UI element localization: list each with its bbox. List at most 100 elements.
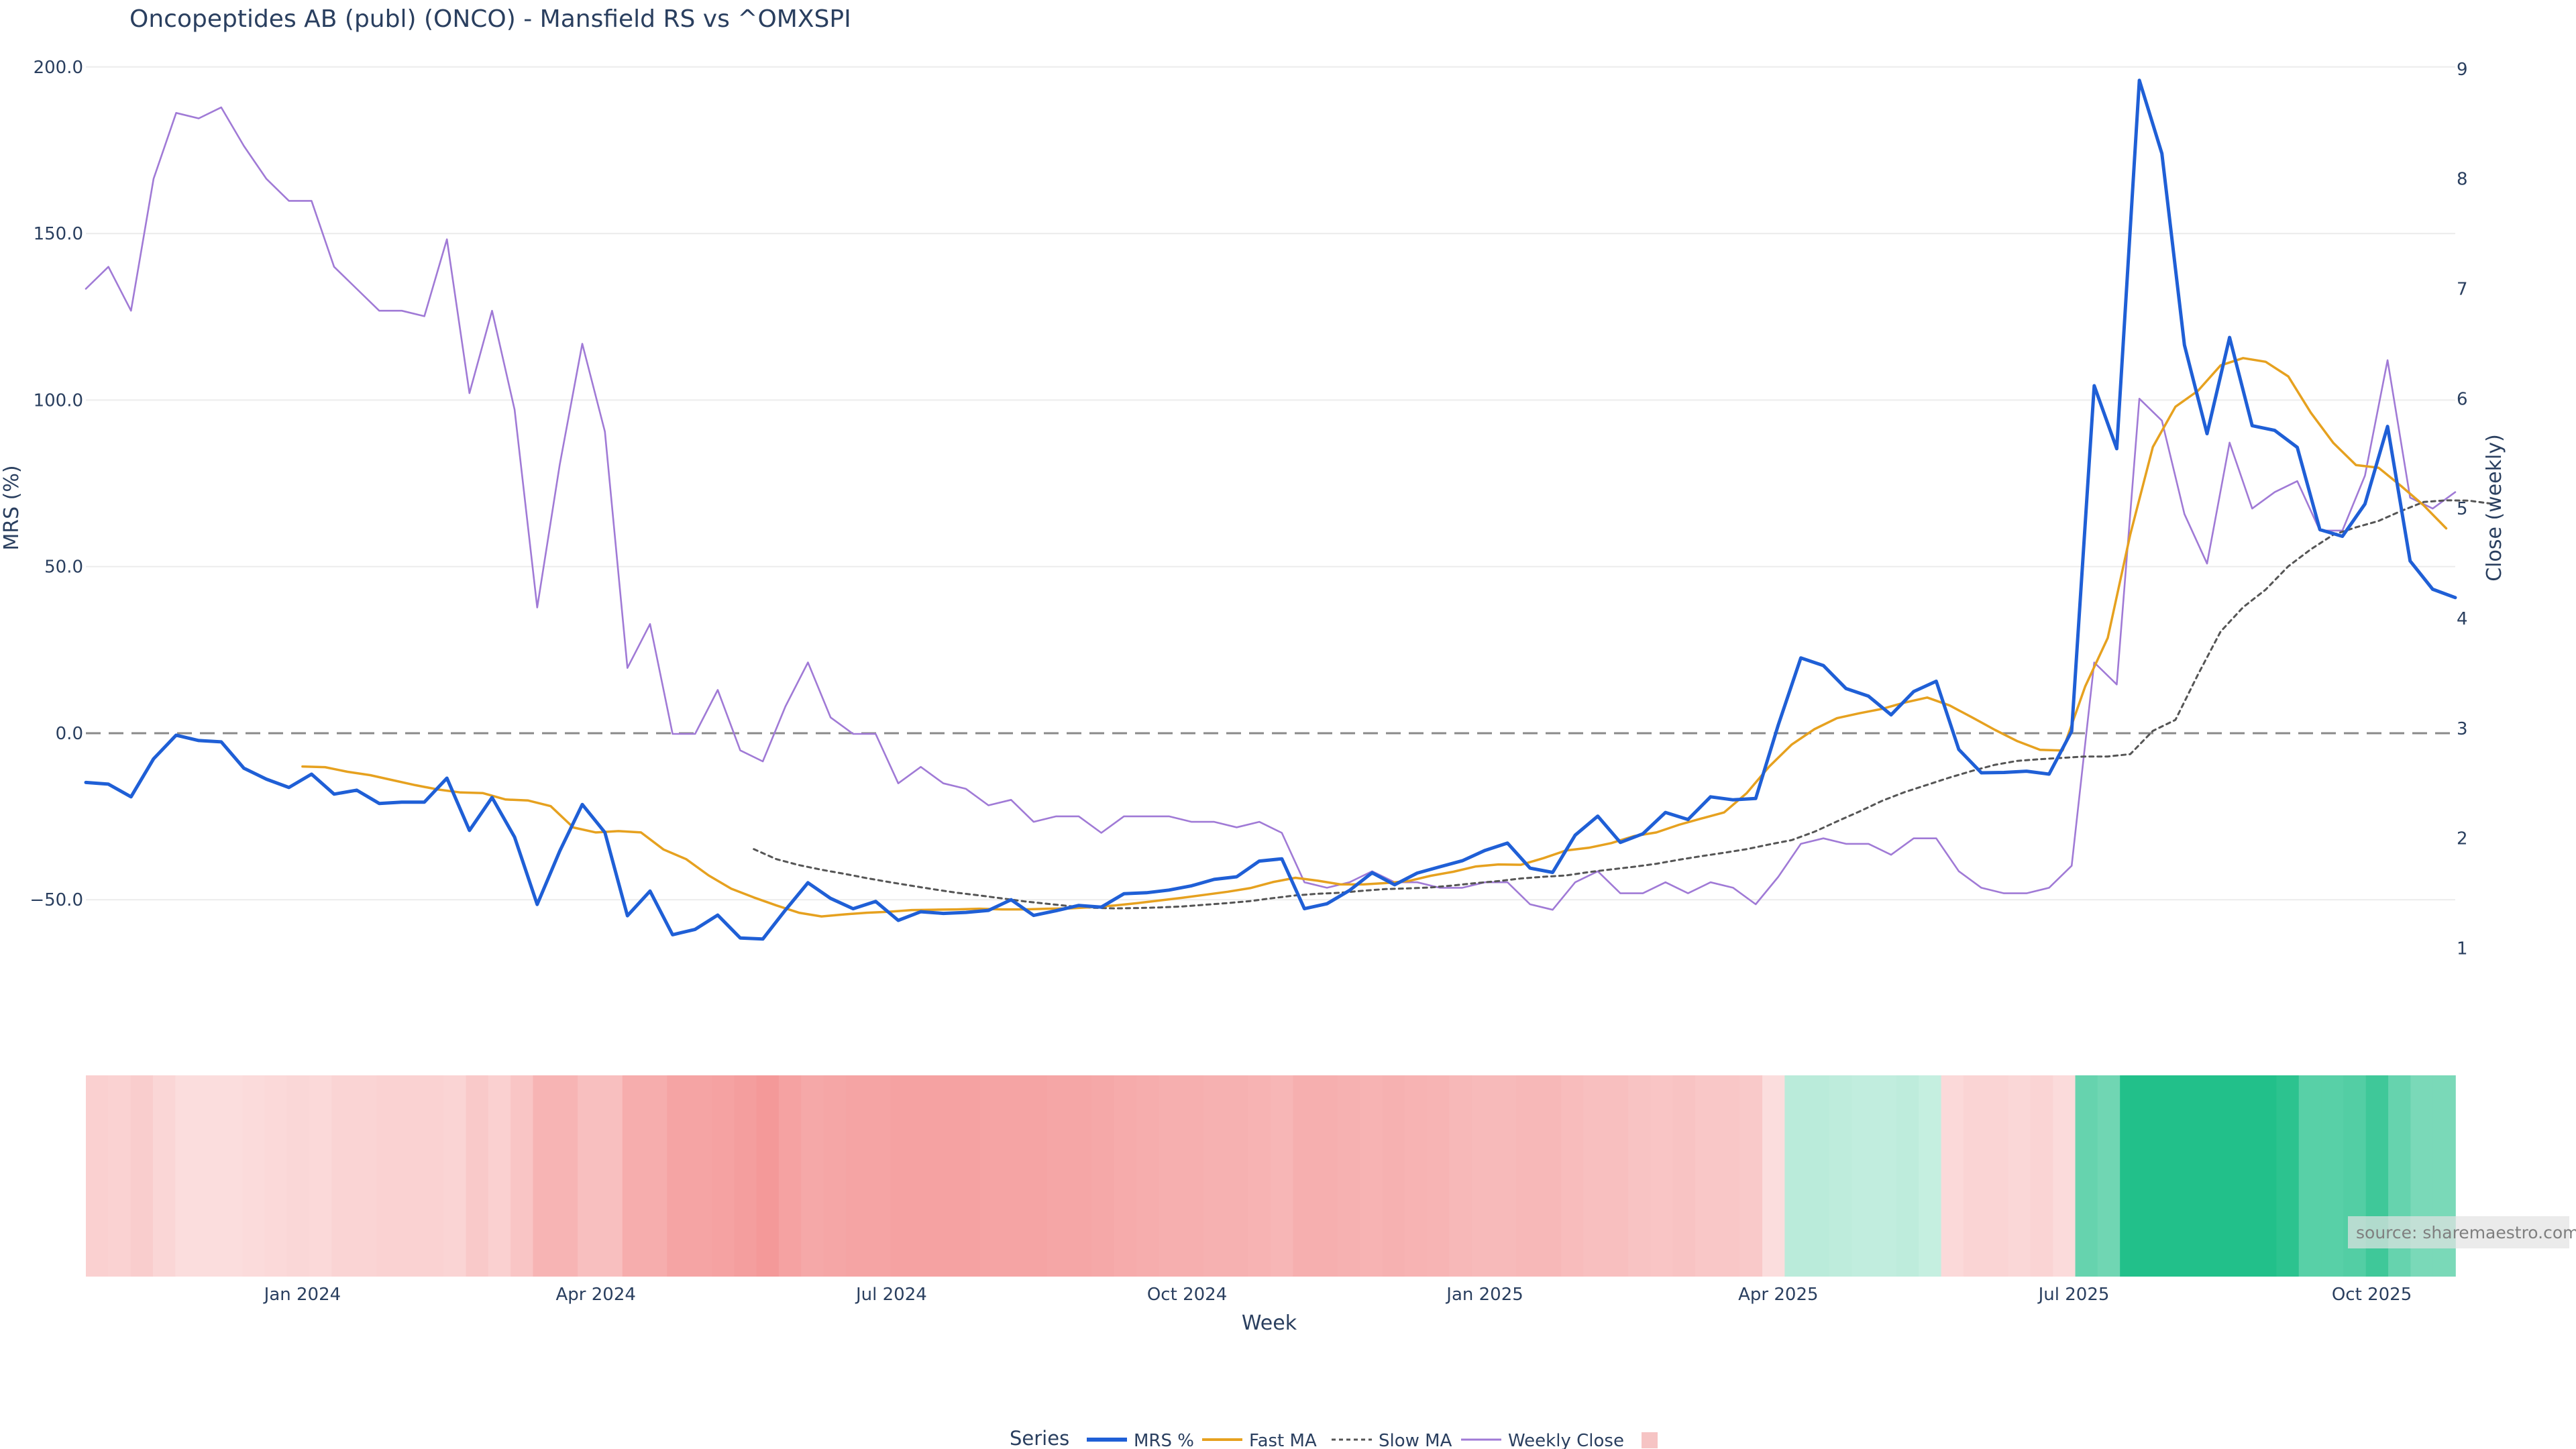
right-tick-label: 1	[2457, 939, 2468, 959]
left-tick-label: −50.0	[30, 890, 83, 910]
heatmap-cell	[1784, 1075, 1808, 1277]
heatmap-cell	[912, 1075, 936, 1277]
heatmap-cell	[1046, 1075, 1070, 1277]
heatmap-cell	[1650, 1075, 1674, 1277]
left-tick-label: 150.0	[34, 224, 83, 244]
heatmap-cell	[331, 1075, 355, 1277]
heatmap-cell	[689, 1075, 712, 1277]
heatmap-cell	[354, 1075, 377, 1277]
heatmap-cell	[890, 1075, 914, 1277]
series-line-fast-ma	[301, 357, 2448, 918]
right-tick-label: 3	[2457, 719, 2468, 739]
heatmap-cell	[309, 1075, 333, 1277]
x-tick-label: Oct 2024	[1147, 1285, 1227, 1305]
heatmap-cell	[1248, 1075, 1271, 1277]
x-tick-label: Apr 2024	[556, 1285, 636, 1305]
heatmap-cell	[1293, 1075, 1316, 1277]
heatmap-cell	[2187, 1075, 2210, 1277]
heatmap-cell	[2075, 1075, 2098, 1277]
legend-swatch-heatmap	[1642, 1432, 1658, 1448]
heatmap-cell	[778, 1075, 802, 1277]
left-tick-label: 50.0	[44, 557, 83, 578]
heatmap-cell	[1404, 1075, 1428, 1277]
x-axis-ticks: Jan 2024 Apr 2024 Jul 2024 Oct 2024 Jan 2025…	[263, 1285, 2412, 1305]
right-tick-label: 6	[2457, 389, 2468, 409]
heatmap-cell	[1695, 1075, 1719, 1277]
heatmap-cell	[242, 1075, 266, 1277]
heatmap-cell	[1203, 1075, 1227, 1277]
heatmap-cell	[1628, 1075, 1652, 1277]
heatmap-cell	[1181, 1075, 1204, 1277]
heatmap-cell	[1136, 1075, 1160, 1277]
heatmap-cell	[1762, 1075, 1786, 1277]
heatmap-cell	[466, 1075, 489, 1277]
right-tick-label: 5	[2457, 499, 2468, 519]
heatmap-cell	[443, 1075, 467, 1277]
heatmap-strip	[86, 1075, 2456, 1277]
heatmap-cell	[1382, 1075, 1405, 1277]
legend-label-slow-ma: Slow MA	[1379, 1431, 1452, 1449]
x-tick-label: Jan 2025	[1445, 1285, 1523, 1305]
heatmap-cell	[1360, 1075, 1383, 1277]
heatmap-cell	[1114, 1075, 1137, 1277]
heatmap-cell	[197, 1075, 221, 1277]
heatmap-cell	[108, 1075, 131, 1277]
heatmap-cell	[1271, 1075, 1294, 1277]
heatmap-cell	[1494, 1075, 1517, 1277]
heatmap-cell	[130, 1075, 154, 1277]
x-tick-label: Jan 2024	[263, 1285, 341, 1305]
heatmap-cell	[511, 1075, 534, 1277]
heatmap-cell	[2209, 1075, 2233, 1277]
x-tick-label: Jul 2024	[855, 1285, 927, 1305]
right-tick-label: 7	[2457, 279, 2468, 299]
series-line-weekly-close	[85, 106, 2457, 911]
heatmap-cell	[1337, 1075, 1361, 1277]
heatmap-cell	[488, 1075, 511, 1277]
heatmap-cell	[533, 1075, 556, 1277]
heatmap-cell	[421, 1075, 444, 1277]
heatmap-cell	[801, 1075, 824, 1277]
heatmap-cell	[1919, 1075, 1942, 1277]
heatmap-cell	[2030, 1075, 2054, 1277]
heatmap-cell	[1583, 1075, 1607, 1277]
heatmap-cell	[86, 1075, 109, 1277]
left-axis-ticks: 200.0 150.0 100.0 50.0 0.0 −50.0	[30, 58, 83, 910]
heatmap-cell	[600, 1075, 623, 1277]
heatmap-cell	[2120, 1075, 2143, 1277]
heatmap-cell	[1851, 1075, 1875, 1277]
heatmap-cell	[1159, 1075, 1182, 1277]
heatmap-cell	[1538, 1075, 1562, 1277]
heatmap-cell	[1829, 1075, 1853, 1277]
heatmap-cell	[1941, 1075, 1964, 1277]
heatmap-cell	[2231, 1075, 2255, 1277]
heatmap-cell	[1739, 1075, 1763, 1277]
series-line-slow-ma	[753, 499, 2493, 910]
heatmap-cell	[2321, 1075, 2345, 1277]
heatmap-cell	[1002, 1075, 1026, 1277]
heatmap-cell	[1874, 1075, 1897, 1277]
heatmap-cell	[935, 1075, 959, 1277]
x-axis-title: Week	[1242, 1311, 1297, 1335]
heatmap-cell	[219, 1075, 244, 1277]
source-box	[2348, 1216, 2569, 1248]
heatmap-cell	[1069, 1075, 1093, 1277]
y-axis-right-title: Close (weekly)	[2483, 434, 2506, 582]
legend-label-weekly-close: Weekly Close	[1508, 1431, 1624, 1449]
heatmap-cell	[2298, 1075, 2322, 1277]
left-tick-label: 200.0	[34, 58, 83, 78]
x-tick-label: Apr 2025	[1738, 1285, 1818, 1305]
x-tick-label: Oct 2025	[2332, 1285, 2412, 1305]
heatmap-cell	[1896, 1075, 1920, 1277]
heatmap-cell	[2053, 1075, 2076, 1277]
heatmap-cell	[1471, 1075, 1495, 1277]
legend: Series MRS % Fast MA Slow MA Weekly Clos…	[1010, 1427, 1658, 1449]
y-axis-left-title: MRS (%)	[0, 465, 23, 550]
heatmap-cell	[711, 1075, 735, 1277]
heatmap-cell	[979, 1075, 1003, 1277]
source-label: source: sharemaestro.com	[2356, 1223, 2576, 1242]
heatmap-cell	[622, 1075, 645, 1277]
heatmap-cell	[1561, 1075, 1585, 1277]
heatmap-cell	[1315, 1075, 1338, 1277]
right-axis-ticks: 9 8 7 6 5 4 3 2 1	[2457, 60, 2468, 959]
